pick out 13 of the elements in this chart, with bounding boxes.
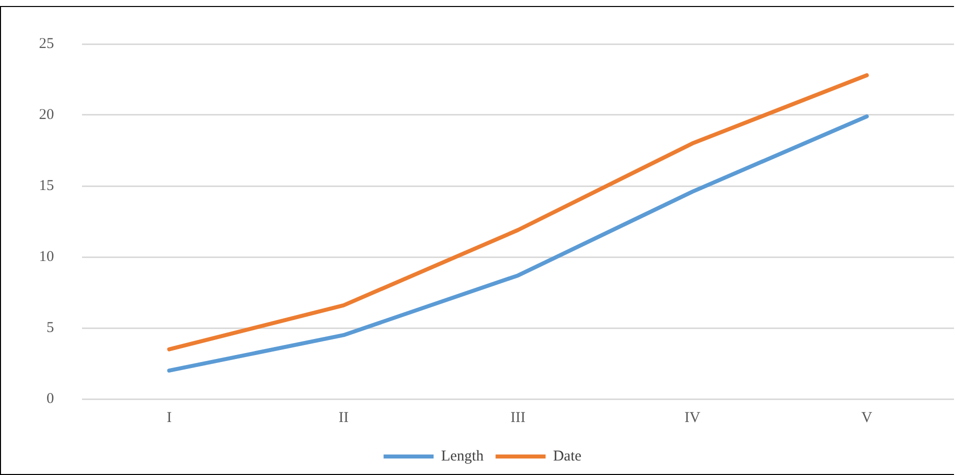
x-tick-label: II <box>338 410 349 426</box>
legend-label: Length <box>441 448 484 464</box>
legend-label: Date <box>553 448 582 464</box>
y-tick-label: 15 <box>39 178 54 194</box>
y-tick-label: 25 <box>39 36 54 52</box>
y-tick-label: 0 <box>46 390 54 407</box>
y-tick-label: 20 <box>39 106 54 123</box>
x-tick-label: V <box>861 410 872 426</box>
x-tick-label: III <box>510 410 526 426</box>
y-tick-label: 5 <box>46 320 54 336</box>
x-tick-label: IV <box>684 410 700 426</box>
y-tick-label: 10 <box>39 248 54 265</box>
x-tick-label: I <box>166 410 172 426</box>
